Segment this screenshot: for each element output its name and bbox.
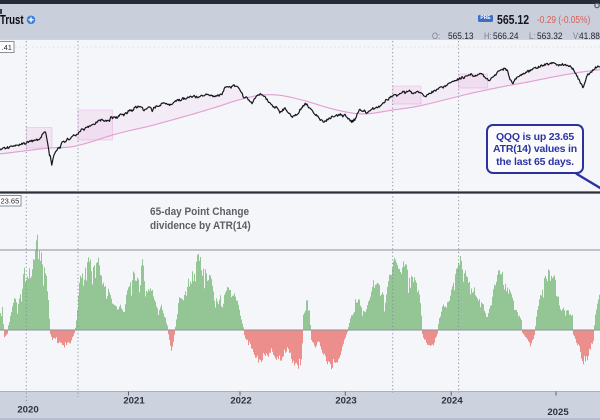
svg-text:2025: 2025: [547, 407, 569, 418]
svg-text:2023: 2023: [335, 396, 356, 407]
svg-text:2021: 2021: [123, 396, 145, 407]
svg-text:2022: 2022: [230, 396, 251, 407]
svg-text:2024: 2024: [441, 396, 463, 407]
svg-text:.41: .41: [2, 43, 12, 52]
svg-text:23.65: 23.65: [1, 197, 20, 206]
svg-text:2020: 2020: [17, 405, 38, 416]
